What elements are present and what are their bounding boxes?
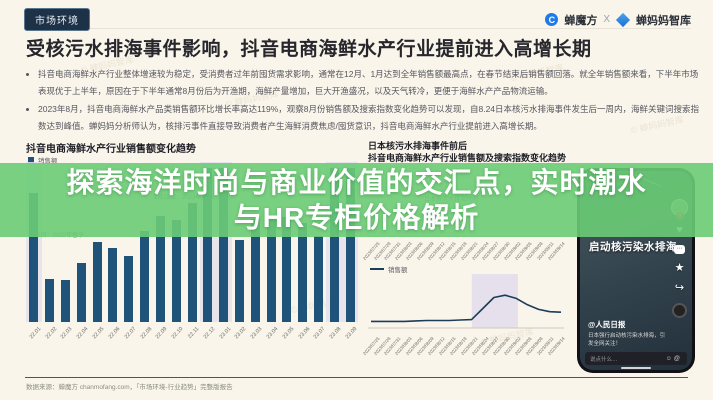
axis-tick-label: 22.02 bbox=[44, 326, 59, 341]
comment-bar-icons: ☺@ bbox=[665, 355, 682, 362]
axis-tick-label: 23.07 bbox=[313, 326, 327, 341]
bar bbox=[266, 219, 276, 322]
favorite-star-icon: ★ bbox=[674, 261, 685, 274]
axis-tick-label: 22.09 bbox=[155, 326, 169, 341]
bar bbox=[203, 168, 213, 322]
line-chart-title-2: 抖音电商海鲜水产行业销售额及搜索指数变化趋势 bbox=[368, 153, 567, 164]
axis-tick-label: 22.12 bbox=[202, 326, 217, 341]
search-index-x-axis-labels: 2023/07/25 2023/07/28 2023/07/31 2023/08/03… bbox=[362, 239, 568, 263]
page-title: 受核污水排海事件影响，抖音电商海鲜水产行业提前进入高增长期 bbox=[26, 39, 592, 60]
bar-chart-legend: 销售额 bbox=[28, 155, 58, 165]
axis-tick-label: 23.04 bbox=[265, 326, 280, 341]
bar bbox=[171, 220, 181, 322]
bar bbox=[282, 217, 292, 322]
overlay-headline-line2: 与HR专柜价格解析 bbox=[233, 202, 480, 233]
bar bbox=[76, 263, 86, 322]
legend-label: 销售额 bbox=[388, 267, 408, 274]
bar bbox=[61, 280, 71, 322]
axis-tick-label: 22.04 bbox=[76, 326, 90, 341]
bar bbox=[92, 242, 102, 322]
bar bbox=[234, 240, 244, 322]
brand-name-left: 蝉魔方 bbox=[564, 14, 598, 27]
brand-separator: X bbox=[603, 14, 610, 25]
bullet-item: 抖音电商海鲜水产行业整体增速较为稳定，受消费者过年前囤货需求影响，通常在12月、… bbox=[38, 66, 700, 99]
bar bbox=[329, 168, 339, 322]
bar bbox=[313, 236, 323, 322]
line-chart-legend: 销售额 bbox=[370, 264, 408, 274]
bar-chart-title: 抖音电商海鲜水产行业销售额变化趋势 bbox=[26, 144, 196, 155]
overlay-headline-line1: 探索海洋时尚与商业价值的交汇点，实时潮水 bbox=[66, 167, 647, 198]
header-divider bbox=[24, 28, 691, 29]
legend-line-swatch-icon bbox=[370, 268, 384, 270]
bar bbox=[187, 203, 197, 322]
axis-tick-label: 22.03 bbox=[60, 326, 74, 341]
axis-tick-label: 22.01 bbox=[28, 326, 43, 341]
axis-tick-label: 23.05 bbox=[281, 326, 296, 341]
brand-logos: C 蝉魔方 X 蝉妈妈智库 bbox=[545, 12, 691, 28]
bar bbox=[140, 231, 150, 322]
section-badge: 市场环境 bbox=[24, 8, 90, 31]
video-caption-block: @人民日报 日本强行启动核污染水排海，引发全网关注！ bbox=[588, 319, 666, 349]
bar bbox=[124, 256, 134, 322]
bar bbox=[108, 248, 118, 322]
comment-input-bar: 说点什么… ☺@ bbox=[585, 352, 687, 365]
axis-tick-label: 22.07 bbox=[123, 326, 138, 341]
legend-swatch-icon bbox=[28, 157, 34, 163]
axis-tick-label: 23.03 bbox=[249, 326, 264, 341]
axis-tick-label: 22.10 bbox=[170, 326, 185, 341]
bar bbox=[155, 216, 165, 322]
data-source-note: 数据来源：蝉魔方 chanmofang.com，「市场环境-行业趋势」完整版报告 bbox=[26, 384, 233, 391]
footer-divider bbox=[25, 377, 688, 378]
axis-tick-label: 23.01 bbox=[218, 326, 233, 341]
video-overlay-title: 启动核污染水排海 bbox=[589, 240, 677, 253]
legend-label: 销售额 bbox=[38, 158, 58, 165]
bar bbox=[250, 219, 260, 322]
share-arrow-icon: ↪ bbox=[674, 281, 685, 294]
video-caption-text: 日本强行启动核污染水排海，引发全网关注！ bbox=[588, 332, 666, 347]
header: 市场环境 C 蝉魔方 X 蝉妈妈智库 bbox=[24, 8, 691, 31]
axis-tick-label: 22.06 bbox=[107, 326, 122, 341]
bar bbox=[298, 223, 308, 322]
line-plot-area bbox=[368, 274, 564, 329]
chanmofang-logo-icon: C bbox=[545, 13, 559, 26]
chanmama-logo-icon bbox=[615, 12, 631, 27]
bar bbox=[219, 168, 229, 322]
music-disc-icon bbox=[672, 302, 687, 318]
line-chart-title-1: 日本核污水排海事件前后 bbox=[368, 141, 468, 151]
bar bbox=[45, 279, 55, 322]
axis-tick-label: 22.05 bbox=[91, 326, 106, 341]
axis-tick-label: 23.08 bbox=[329, 326, 343, 341]
green-overlay-banner: 探索海洋时尚与商业价值的交汇点，实时潮水 与HR专柜价格解析 bbox=[0, 163, 713, 237]
event-highlight-band bbox=[471, 274, 518, 328]
video-username: @人民日报 bbox=[588, 319, 626, 329]
home-indicator bbox=[621, 367, 651, 369]
bar bbox=[29, 193, 39, 322]
bar-x-axis-labels: 22.01 22.02 22.03 22.04 22.05 22.06 22.07 22.08… bbox=[26, 324, 359, 348]
axis-tick-label: 23.09 bbox=[344, 326, 359, 341]
bar bbox=[345, 168, 355, 322]
summary-bullets: 抖音电商海鲜水产行业整体增速较为稳定，受消费者过年前囤货需求影响，通常在12月、… bbox=[26, 66, 700, 136]
comment-bubble-icon: ⋯ bbox=[674, 244, 685, 254]
axis-tick-label: 22.08 bbox=[139, 326, 153, 341]
brand-name-right: 蝉妈妈智库 bbox=[636, 14, 691, 27]
axis-tick-label: 22.11 bbox=[186, 326, 201, 340]
line-x-axis-labels: 2023/07/25 2023/07/28 2023/07/31 2023/08/03… bbox=[362, 334, 568, 358]
axis-tick-label: 23.02 bbox=[234, 326, 248, 341]
axis-tick-label: 23.06 bbox=[297, 326, 312, 341]
comment-placeholder: 说点什么… bbox=[590, 356, 618, 363]
sales-line-series bbox=[371, 294, 562, 323]
bullet-item: 2023年8月，抖音电商海鲜水产品类销售额环比增长率高达119%，观察8月份销售… bbox=[38, 101, 700, 134]
